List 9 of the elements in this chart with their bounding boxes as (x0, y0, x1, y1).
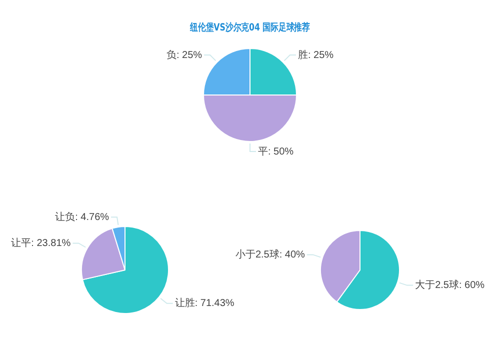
chart-title: 纽伦堡VS沙尔克04 国际足球推荐 (189, 22, 310, 34)
slice-label: 大于2.5球: 60% (415, 279, 485, 292)
slice-label: 让平: 23.81% (11, 236, 71, 249)
slice-label: 胜: 25% (298, 48, 334, 61)
slice-label: 平: 50% (258, 146, 294, 158)
slice-label: 负: 25% (166, 48, 202, 61)
slice-label: 让负: 4.76% (55, 210, 110, 223)
slice-label: 让胜: 71.43% (174, 297, 234, 310)
slice-label: 小于2.5球: 40% (235, 248, 306, 260)
